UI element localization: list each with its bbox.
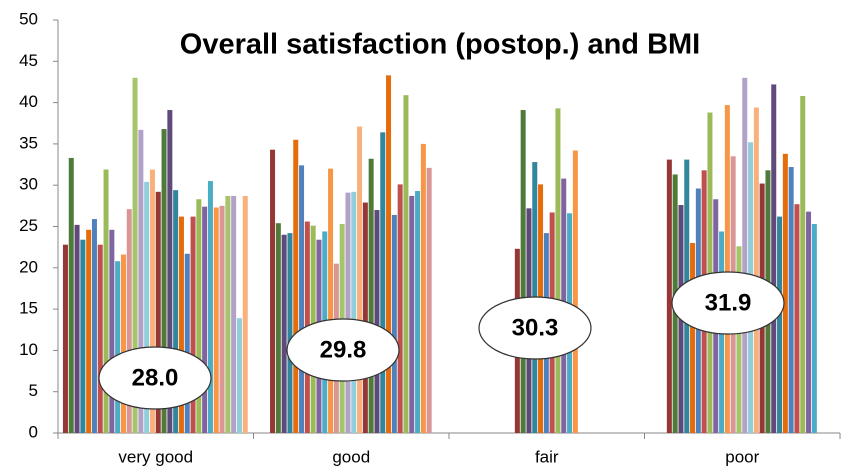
bar: [357, 126, 363, 433]
bar: [270, 149, 276, 433]
bar: [202, 206, 208, 433]
bar: [231, 195, 237, 433]
bar: [219, 205, 225, 433]
y-tick-label: 45: [19, 51, 38, 70]
bar: [777, 216, 783, 433]
bar: [520, 110, 526, 433]
x-tick-label: poor: [725, 447, 759, 466]
bar: [753, 107, 759, 433]
y-tick-label: 25: [19, 216, 38, 235]
bar: [155, 191, 161, 433]
bar: [368, 158, 374, 433]
bar: [771, 84, 777, 433]
bar: [328, 168, 334, 433]
bar: [80, 239, 86, 433]
bar: [109, 229, 115, 433]
bar: [782, 153, 788, 433]
x-tick-label: very good: [118, 447, 193, 466]
bar: [806, 211, 812, 433]
y-tick-label: 40: [19, 92, 38, 111]
bar: [225, 195, 231, 433]
bar: [207, 181, 213, 433]
bar: [426, 167, 432, 433]
bar: [374, 209, 380, 433]
bar: [281, 234, 287, 433]
bar: [190, 216, 196, 433]
bar: [144, 181, 150, 433]
annotation-ellipse: [286, 318, 400, 382]
x-tick-label: good: [332, 447, 370, 466]
bar: [690, 243, 696, 433]
bar: [275, 223, 281, 433]
bar: [74, 224, 80, 433]
bar: [293, 139, 299, 433]
bar: [178, 216, 184, 433]
bar: [800, 95, 806, 433]
bar: [555, 108, 561, 433]
y-tick-label: 50: [19, 9, 38, 28]
bar: [794, 204, 800, 433]
bar: [97, 244, 103, 433]
y-tick-label: 35: [19, 133, 38, 152]
bar: [213, 207, 219, 433]
bar: [126, 209, 132, 433]
y-tick-label: 20: [19, 257, 38, 276]
bar: [91, 219, 97, 433]
bar: [572, 150, 578, 433]
bar: [149, 169, 155, 434]
bar: [788, 167, 794, 433]
bar: [86, 229, 92, 433]
bar: [184, 253, 190, 433]
bar: [196, 199, 202, 433]
bar: [666, 159, 672, 433]
bar: [173, 190, 179, 433]
bar: [397, 184, 403, 433]
annotation: 28.0: [132, 364, 179, 391]
bar: [409, 195, 415, 433]
bar: [415, 190, 421, 433]
bar: [707, 112, 713, 434]
annotation: 30.3: [512, 314, 559, 341]
bar: [68, 157, 74, 433]
bar: [138, 129, 144, 433]
annotation-ellipse: [98, 346, 212, 410]
annotation-ellipse: [478, 296, 592, 360]
bar: [120, 254, 126, 433]
bar: [724, 105, 730, 433]
x-tick-label: fair: [535, 447, 559, 466]
bar: [391, 214, 397, 433]
y-tick-label: 30: [19, 175, 38, 194]
bar: [236, 318, 242, 433]
bar: [115, 261, 121, 433]
bar: [62, 244, 68, 433]
bar: [132, 77, 138, 433]
annotation-ellipse: [671, 271, 785, 335]
y-tick-label: 15: [19, 299, 38, 318]
bar: [742, 77, 748, 433]
y-tick-label: 0: [29, 422, 38, 441]
bar: [287, 233, 293, 433]
y-tick-label: 5: [29, 381, 38, 400]
bar: [736, 246, 742, 433]
annotation: 29.8: [320, 336, 367, 363]
bar: [811, 224, 817, 433]
y-tick-label: 10: [19, 340, 38, 359]
chart-title: Overall satisfaction (postop.) and BMI: [180, 29, 700, 61]
bar: [386, 75, 392, 433]
annotation: 31.9: [705, 289, 752, 316]
bar: [299, 165, 305, 433]
bar: [362, 202, 368, 433]
bar: [345, 192, 351, 433]
bar: [380, 132, 386, 433]
bar: [161, 129, 167, 434]
bar: [103, 169, 109, 434]
bar: [242, 195, 248, 433]
bar: [167, 110, 173, 433]
bar: [420, 143, 426, 433]
bar: [351, 191, 357, 433]
bar: [403, 95, 409, 433]
